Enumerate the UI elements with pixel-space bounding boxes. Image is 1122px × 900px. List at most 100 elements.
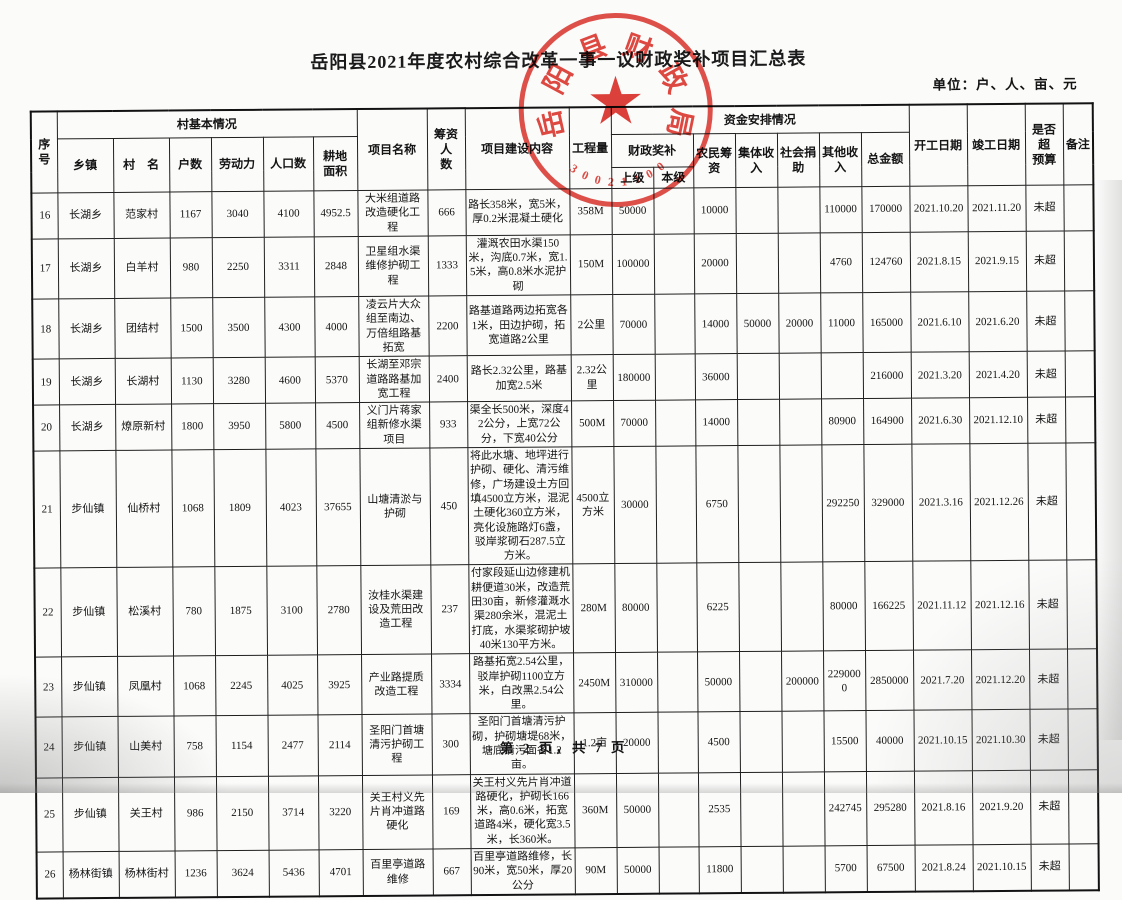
table-cell [778,353,822,400]
table-cell [777,232,821,294]
table-cell: 980 [169,237,213,299]
col-header-township: 乡镇 [56,138,114,193]
table-cell: 步仙镇 [59,450,117,569]
table-cell: 4952.5 [313,190,358,237]
table-cell: 燎原新村 [115,404,172,451]
table-cell: 2021.9.20 [972,769,1031,845]
table-cell: 1068 [173,655,216,717]
table-cell: 70000 [612,294,655,355]
table-cell: 1167 [169,191,212,238]
table-cell: 2021.11.12 [912,561,972,651]
table-cell: 5436 [268,849,319,897]
col-group-village-basic: 村基本情况 [56,109,357,139]
table-cell: 2021.8.16 [914,770,973,846]
table-cell: 500M [571,400,614,447]
table-cell: 百里亭道路维修 [362,849,433,896]
table-cell: 百里亭道路维修，长90米，宽50米，厚20公分 [470,847,575,896]
table-cell [1063,184,1094,231]
table-cell: 2400 [428,355,468,403]
table-cell: 4023 [265,448,317,567]
table-cell: 步仙镇 [61,656,118,718]
table-cell: 90M [574,847,617,895]
col-header-social-donation: 社会捐 助 [776,132,820,188]
table-cell: 2021.12.26 [969,443,1029,562]
table-cell [1068,769,1099,845]
table-cell: 2535 [698,772,741,847]
table-cell: 2021.3.20 [910,352,970,399]
table-cell: 2021.4.20 [968,351,1028,398]
table-cell: 未超 [1030,844,1069,891]
table-cell: 5700 [824,845,867,893]
table-cell: 2848 [313,236,359,297]
table-cell: 70000 [613,400,656,447]
table-cell: 4701 [318,849,363,897]
table-cell: 80000 [822,561,866,652]
table-cell: 4100 [263,190,314,238]
col-header-own-level: 本级 [653,166,694,189]
table-cell: 16 [31,192,58,239]
table-cell: 团结村 [114,298,171,359]
table-cell [1063,230,1095,292]
table-cell: 1068 [171,449,215,568]
table-row: 19 长湖乡 长湖村 1130 3280 4600 5370 长湖至邓宗道路路基加宽工程 240… [32,351,1096,406]
table-row: 16 长湖乡 范家村 1167 3040 4100 4952.5 大米组道路改造硬化工程 666… [31,184,1094,239]
table-cell: 关王村义先片肖冲道路硬化，护砌长166米，高0.6米，拓宽道路4米，硬化宽3.5… [470,773,575,849]
table-cell: 长湖村 [114,358,172,405]
table-cell: 灌溉农田水渠150米，沟底0.7米，宽1.5米，高0.8米水泥护砌 [465,234,571,296]
table-cell [1066,560,1098,650]
table-cell: 50000 [736,293,779,354]
table-cell: 3950 [213,403,266,450]
table-cell: 100000 [611,234,655,295]
table-cell: 124760 [861,232,911,293]
table-cell [654,354,696,401]
table-cell: 21 [33,450,61,569]
table-cell [740,846,783,893]
table-cell: 义门片蒋家组新修水渠项目 [359,402,430,449]
table-cell: 2021.10.15 [972,844,1031,892]
table-cell: 2245 [215,655,268,717]
table-cell: 范家村 [113,192,170,239]
table-cell [737,445,781,563]
table-cell: 白羊村 [113,237,171,299]
table-cell: 11000 [820,292,863,354]
table-cell: 未超 [1027,397,1066,444]
table-cell [781,771,825,847]
table-cell: 路基道路两边拓宽各1米，田边护砌，拓宽道路2公里 [466,294,571,356]
table-cell: 2021.3.16 [911,443,971,562]
table-cell: 长湖乡 [57,192,114,239]
col-header-completion-date: 竣工日期 [966,103,1026,186]
table-cell: 步仙镇 [61,777,119,852]
table-cell: 1875 [214,566,268,656]
table-cell: 216000 [862,352,912,399]
table-cell: 667 [432,848,471,896]
table-cell: 未超 [1030,769,1069,845]
table-cell: 2021.12.20 [971,649,1030,711]
table-cell: 长湖乡 [58,358,116,406]
table-cell: 卫星组水渠维修护砌工程 [357,235,429,297]
table-cell: 26 [36,851,63,899]
table-cell: 凌云片大众组至南边、万倍组路基拓宽 [358,296,429,357]
col-header-construction-content: 项目建设内容 [464,107,570,190]
scanned-page: 岳阳县2021年度农村综合改革一事一议财政奖补项目汇总表 单位：户、人、亩、元 … [29,12,1100,900]
col-header-start-date: 开工日期 [908,104,968,187]
table-cell: 3100 [266,566,318,656]
table-cell: 2021.6.30 [911,397,970,445]
table-cell: 1809 [213,449,267,568]
table-cell: 产业路提质改造工程 [361,654,432,715]
table-cell: 2021.6.20 [968,291,1027,353]
col-header-population: 人口数 [262,136,314,192]
table-cell: 292250 [821,444,865,563]
table-cell: 关王村义先片肖冲道路硬化 [362,774,433,850]
table-cell: 1500 [170,297,213,359]
table-cell: 未超 [1025,230,1065,292]
table-cell: 50000 [616,847,659,894]
table-cell [777,186,820,234]
col-header-farmland: 耕地 面积 [312,136,358,191]
col-header-farmer-funds: 农民筹 资 [692,133,736,188]
table-cell [653,187,694,235]
table-cell [655,400,696,447]
unit-note: 单位：户、人、亩、元 [932,76,1078,93]
table-cell: 3500 [212,297,265,358]
table-cell: 山塘清淤与护砌 [359,448,431,566]
table-cell [779,399,822,446]
